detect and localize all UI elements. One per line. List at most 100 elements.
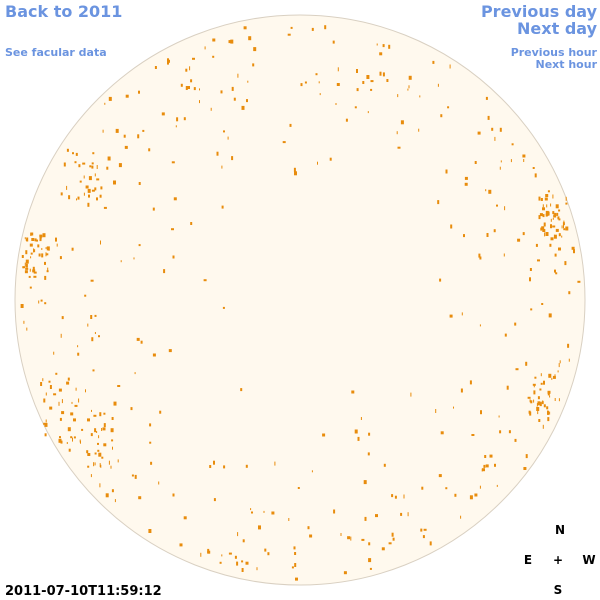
facula — [523, 159, 525, 162]
facula — [99, 463, 101, 468]
facula — [228, 552, 232, 555]
facula — [547, 190, 550, 193]
back-link[interactable]: Back to 2011 — [5, 2, 122, 21]
facula — [26, 327, 28, 331]
facula — [104, 102, 106, 105]
facula — [565, 196, 567, 201]
facula — [362, 81, 365, 84]
solar-disk — [14, 14, 586, 586]
facula — [478, 253, 481, 258]
facula — [525, 361, 528, 366]
facula — [537, 259, 540, 262]
facula — [397, 94, 399, 98]
facula — [432, 60, 435, 64]
facula — [96, 178, 100, 181]
facula — [90, 433, 93, 437]
facula — [45, 247, 47, 250]
facula — [112, 446, 113, 450]
facula — [523, 467, 527, 470]
facula — [241, 568, 244, 572]
facula — [333, 509, 336, 514]
facula — [183, 516, 187, 520]
facula — [91, 409, 92, 412]
facula — [45, 419, 47, 423]
facula — [538, 196, 541, 201]
previous-hour-link[interactable]: Previous hour — [511, 46, 598, 59]
facula — [168, 59, 170, 63]
facula — [391, 494, 394, 498]
facula — [567, 343, 570, 348]
facula — [209, 465, 212, 468]
facula — [150, 461, 153, 465]
facula — [21, 255, 24, 258]
facula — [538, 419, 541, 422]
facula — [534, 376, 537, 379]
facula — [77, 352, 80, 356]
facula — [555, 228, 559, 232]
facula — [481, 468, 483, 472]
compass-south: S — [554, 583, 563, 597]
facula — [322, 433, 326, 437]
facula — [91, 165, 94, 169]
facula — [66, 381, 70, 385]
facula — [111, 417, 114, 420]
facula — [540, 198, 543, 201]
facula — [256, 567, 258, 571]
facula — [542, 214, 545, 218]
facula — [148, 529, 152, 533]
facular-link[interactable]: See facular data — [5, 46, 107, 59]
facula — [248, 36, 252, 41]
facula — [58, 438, 62, 443]
facula — [525, 454, 528, 459]
facula — [271, 511, 275, 515]
compass-east: E — [524, 553, 532, 567]
facula — [263, 510, 265, 513]
facula — [454, 493, 457, 497]
facula — [558, 233, 561, 237]
facula — [388, 44, 391, 49]
facula — [487, 115, 490, 120]
facula — [200, 552, 202, 557]
facula — [563, 228, 566, 231]
facula — [258, 525, 261, 530]
facula — [396, 131, 398, 135]
facula — [544, 197, 548, 201]
facula — [61, 411, 65, 415]
facula — [29, 286, 32, 289]
facula — [41, 253, 44, 258]
facula — [309, 534, 313, 538]
facula — [543, 380, 545, 385]
facula — [547, 417, 550, 422]
facula — [152, 353, 156, 357]
facula — [469, 380, 472, 385]
facula — [101, 456, 104, 459]
facula — [568, 358, 570, 362]
facula — [59, 256, 62, 260]
facula — [357, 436, 360, 441]
facula — [554, 398, 556, 401]
next-hour-link[interactable]: Next hour — [536, 58, 598, 71]
facula — [367, 452, 370, 456]
facula — [78, 164, 81, 168]
facula — [545, 210, 549, 215]
facula — [477, 131, 481, 135]
facula — [541, 226, 544, 230]
facula — [345, 118, 348, 122]
facula — [549, 395, 551, 398]
facula — [189, 66, 191, 71]
facula — [137, 134, 140, 139]
facula — [203, 279, 207, 282]
facula — [24, 270, 28, 274]
facula — [111, 439, 114, 442]
facula — [503, 253, 505, 257]
facula — [391, 532, 394, 537]
facula — [482, 468, 485, 472]
facula — [25, 250, 28, 255]
facula — [241, 560, 244, 563]
previous-day-link[interactable]: Previous day — [481, 2, 598, 21]
facula — [558, 247, 561, 251]
facula — [379, 52, 383, 56]
next-day-link[interactable]: Next day — [517, 19, 598, 38]
facula — [231, 156, 234, 161]
